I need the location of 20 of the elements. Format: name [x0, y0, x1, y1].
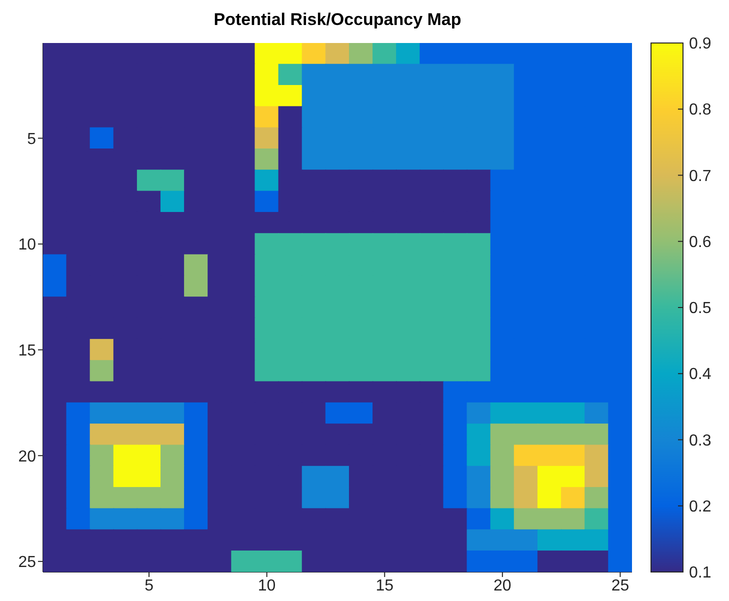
x-tick-label: 5 [144, 577, 154, 594]
x-tick-label: 20 [494, 577, 512, 594]
y-tick-label: 15 [18, 342, 36, 360]
chart-title: Potential Risk/Occupancy Map [212, 10, 462, 30]
color-bar-label: 0.4 [689, 366, 712, 384]
y-tick-label: 10 [18, 236, 36, 254]
y-tick-label: 5 [27, 130, 36, 148]
color-bar-label: 0.1 [689, 564, 712, 582]
color-bar-label: 0.3 [689, 432, 712, 450]
x-tick-label: 10 [258, 577, 276, 594]
color-bar-label: 0.5 [689, 300, 712, 318]
color-bar-label: 0.9 [689, 36, 712, 53]
color-bar-label: 0.8 [689, 102, 712, 119]
y-tick-label: 20 [18, 448, 36, 466]
x-tick-label: 15 [376, 577, 394, 594]
color-bar-label: 0.2 [689, 498, 712, 516]
color-bar-label: 0.6 [689, 234, 712, 251]
x-tick-label: 25 [611, 577, 630, 594]
color-bar-label: 0.7 [689, 168, 712, 185]
y-tick-label: 25 [18, 554, 36, 572]
